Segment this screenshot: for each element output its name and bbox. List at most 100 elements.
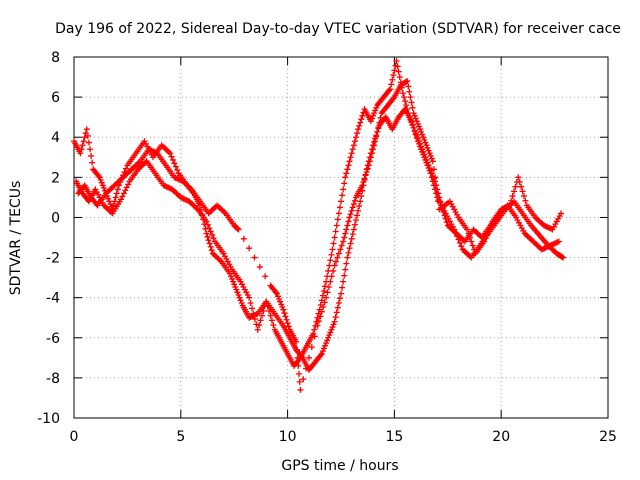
data-point bbox=[341, 234, 348, 241]
data-point bbox=[351, 221, 358, 228]
data-point bbox=[320, 345, 327, 352]
data-point bbox=[296, 378, 303, 385]
data-point bbox=[96, 174, 103, 181]
data-point bbox=[339, 192, 346, 199]
data-point bbox=[85, 139, 92, 146]
data-point bbox=[317, 313, 324, 320]
y-tick-label: -2 bbox=[46, 251, 60, 267]
data-point bbox=[350, 226, 357, 233]
data-point bbox=[349, 231, 356, 238]
data-point bbox=[415, 140, 422, 147]
data-point bbox=[334, 254, 341, 261]
data-point bbox=[387, 86, 394, 93]
data-point bbox=[431, 186, 438, 193]
data-point bbox=[559, 253, 566, 260]
data-point bbox=[352, 134, 359, 141]
data-point bbox=[247, 300, 254, 307]
data-point bbox=[344, 254, 351, 261]
data-point bbox=[327, 278, 334, 285]
data-point bbox=[308, 344, 315, 351]
data-point bbox=[357, 198, 364, 205]
data-point bbox=[342, 174, 349, 181]
data-point bbox=[332, 228, 339, 235]
data-point bbox=[390, 95, 397, 102]
y-tick-label: 0 bbox=[51, 210, 60, 226]
data-point bbox=[433, 182, 440, 189]
data-point bbox=[270, 322, 277, 329]
y-tick-label: -8 bbox=[46, 371, 60, 387]
data-point bbox=[394, 63, 401, 70]
data-point bbox=[427, 152, 434, 159]
data-point bbox=[281, 310, 288, 317]
data-point bbox=[112, 194, 119, 201]
data-point bbox=[386, 87, 393, 94]
data-point bbox=[468, 238, 475, 245]
y-tick-label: -4 bbox=[46, 291, 60, 307]
data-point bbox=[203, 230, 210, 237]
data-point bbox=[336, 295, 343, 302]
data-point bbox=[370, 146, 377, 153]
data-point bbox=[238, 300, 245, 307]
data-point bbox=[409, 121, 416, 128]
data-point bbox=[325, 283, 332, 290]
data-point bbox=[376, 119, 383, 126]
data-point bbox=[348, 207, 355, 214]
data-point bbox=[421, 136, 428, 143]
data-point bbox=[311, 333, 318, 340]
y-axis-label: SDTVAR / TECUs bbox=[8, 181, 24, 296]
data-point bbox=[452, 229, 459, 236]
data-point bbox=[293, 338, 300, 345]
data-point bbox=[258, 312, 265, 319]
data-point bbox=[431, 174, 438, 181]
data-point bbox=[326, 332, 333, 339]
data-point bbox=[359, 182, 366, 189]
data-point bbox=[334, 216, 341, 223]
data-point bbox=[105, 195, 112, 202]
data-point bbox=[251, 254, 258, 261]
data-point bbox=[171, 160, 178, 167]
data-point bbox=[351, 197, 358, 204]
data-point bbox=[519, 188, 526, 195]
data-point bbox=[451, 226, 458, 233]
data-point bbox=[560, 254, 567, 261]
data-point bbox=[345, 218, 352, 225]
data-point bbox=[343, 260, 350, 267]
data-point bbox=[412, 115, 419, 122]
data-point bbox=[345, 249, 352, 256]
data-point bbox=[358, 193, 365, 200]
data-point bbox=[321, 342, 328, 349]
y-tick-label: 6 bbox=[51, 90, 60, 106]
data-point bbox=[297, 386, 304, 393]
data-point bbox=[294, 354, 301, 361]
data-point bbox=[321, 299, 328, 306]
data-point bbox=[368, 115, 375, 122]
data-point bbox=[417, 143, 424, 150]
data-point bbox=[465, 230, 472, 237]
data-point bbox=[89, 159, 96, 166]
data-point bbox=[421, 154, 428, 161]
data-point bbox=[261, 303, 268, 310]
data-point bbox=[391, 67, 398, 74]
data-point bbox=[254, 326, 261, 333]
data-point bbox=[352, 217, 359, 224]
data-point bbox=[98, 179, 105, 186]
data-point bbox=[277, 298, 284, 305]
data-point bbox=[81, 134, 88, 141]
data-point bbox=[319, 292, 326, 299]
data-point bbox=[518, 183, 525, 190]
data-point bbox=[389, 76, 396, 83]
data-point bbox=[486, 225, 493, 232]
data-point bbox=[246, 245, 253, 252]
data-point bbox=[113, 190, 120, 197]
data-point bbox=[236, 294, 243, 301]
data-point bbox=[338, 290, 344, 297]
data-point bbox=[335, 250, 342, 257]
data-point bbox=[344, 222, 351, 229]
data-point bbox=[336, 204, 343, 211]
data-point bbox=[229, 275, 236, 282]
data-point bbox=[346, 214, 353, 221]
data-point bbox=[120, 190, 127, 197]
data-point bbox=[354, 130, 361, 137]
data-point bbox=[123, 184, 130, 191]
data-point bbox=[117, 196, 124, 203]
